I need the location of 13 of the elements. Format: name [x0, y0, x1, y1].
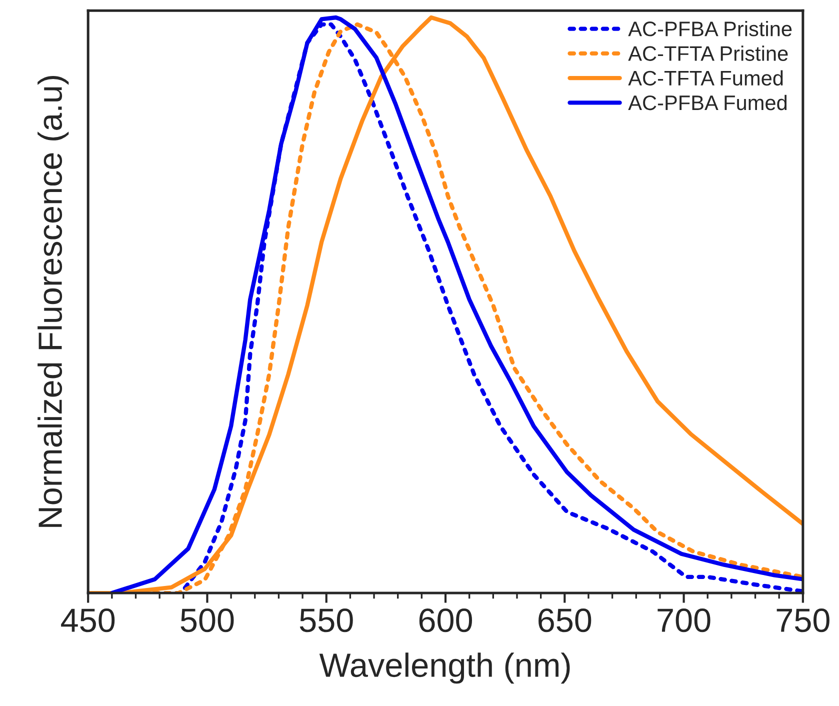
legend-label: AC-PFBA Fumed — [628, 94, 787, 110]
x-tick-label: 600 — [419, 608, 472, 632]
legend-label: AC-PFBA Pristine — [628, 21, 792, 36]
legend-label: AC-TFTA Pristine — [628, 46, 788, 61]
legend-label: AC-TFTA Fumed — [628, 70, 783, 86]
x-tick-label: 750 — [776, 608, 830, 632]
x-tick-label: 550 — [300, 608, 353, 632]
x-axis-title: Wavelength (nm) — [319, 652, 570, 684]
x-tick-label: 500 — [180, 608, 234, 632]
x-tick-label: 700 — [658, 608, 710, 632]
y-axis-title: Normalized Fluorescence (a.u) — [38, 76, 69, 527]
x-tick-label: 450 — [61, 608, 115, 632]
x-tick-label: 650 — [538, 608, 592, 632]
